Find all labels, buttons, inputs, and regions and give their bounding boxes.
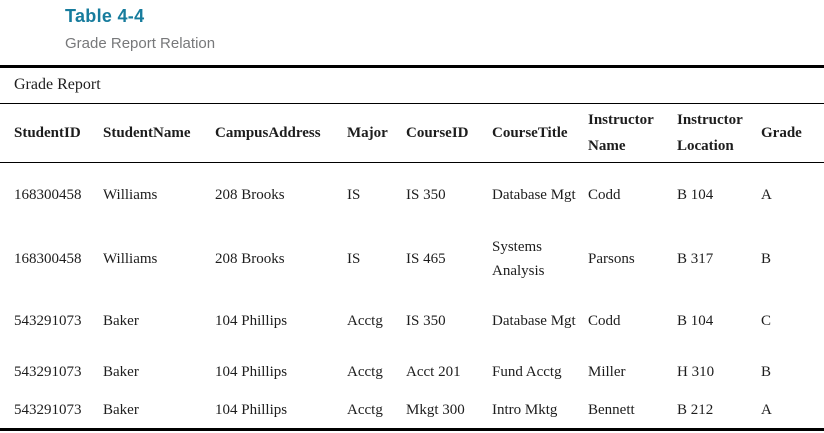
cell-major: Acctg <box>347 313 383 329</box>
cell-courseid: Mkgt 300 <box>406 401 465 418</box>
cell-studentname: Williams <box>103 187 158 204</box>
cell-coursetitle: Systems Analysis <box>492 239 545 279</box>
table-number: Table 4-4 <box>65 6 145 26</box>
cell-coursetitle: Intro Mktg <box>492 401 558 418</box>
cell-studentid: 543291073 <box>14 313 82 329</box>
cell-courseid: IS 350 <box>406 187 446 204</box>
table-row: 543291073 Baker 104 Phillips Acctg IS 35… <box>0 291 824 352</box>
cell-grade: C <box>761 313 772 329</box>
cell-studentname: Williams <box>103 251 158 267</box>
cell-instructor-location: B 104 <box>677 187 714 204</box>
cell-campusaddress: 208 Brooks <box>215 251 285 267</box>
cell-instructor-name: Codd <box>588 187 621 204</box>
table-row: 543291073 Baker 104 Phillips Acctg Acct … <box>0 352 824 392</box>
col-header-studentname: StudentName <box>103 104 215 163</box>
col-header-grade: Grade <box>761 104 824 163</box>
cell-studentid: 168300458 <box>14 251 82 267</box>
cell-campusaddress: 208 Brooks <box>215 187 285 204</box>
cell-instructor-location: H 310 <box>677 363 715 380</box>
table-row: 543291073 Baker 104 Phillips Acctg Mkgt … <box>0 392 824 428</box>
cell-courseid: Acct 201 <box>406 363 461 380</box>
cell-coursetitle: Fund Acctg <box>492 363 562 380</box>
cell-grade: B <box>761 251 772 267</box>
col-header-instructor-location: Instructor Location <box>677 104 761 163</box>
cell-studentname: Baker <box>103 313 139 329</box>
cell-grade: A <box>761 187 772 204</box>
cell-courseid: IS 465 <box>406 251 446 267</box>
col-header-coursetitle: CourseTitle <box>492 104 588 163</box>
cell-major: Acctg <box>347 363 383 380</box>
cell-campusaddress: 104 Phillips <box>215 313 288 329</box>
cell-studentname: Baker <box>103 401 139 418</box>
cell-campusaddress: 104 Phillips <box>215 401 288 418</box>
col-header-campusaddress: CampusAddress <box>215 104 347 163</box>
cell-instructor-location: B 104 <box>677 313 714 329</box>
cell-instructor-location: B 212 <box>677 401 714 418</box>
relation-name: Grade Report <box>0 68 824 104</box>
cell-instructor-name: Codd <box>588 313 621 329</box>
cell-studentid: 543291073 <box>14 401 82 418</box>
col-header-major: Major <box>347 104 406 163</box>
cell-campusaddress: 104 Phillips <box>215 363 288 380</box>
grade-report-relation: Grade Report StudentID StudentName Campu… <box>0 65 824 431</box>
cell-instructor-location: B 317 <box>677 251 714 267</box>
table-title-block: Table 4-4 Grade Report Relation <box>65 6 824 52</box>
col-header-courseid: CourseID <box>406 104 492 163</box>
col-header-instructor-name: Instructor Name <box>588 104 677 163</box>
cell-instructor-name: Bennett <box>588 401 635 418</box>
table-row: 168300458 Williams 208 Brooks IS IS 350 … <box>0 163 824 228</box>
cell-major: IS <box>347 187 361 204</box>
cell-studentid: 168300458 <box>14 187 82 204</box>
cell-major: IS <box>347 251 361 267</box>
grade-report-table: StudentID StudentName CampusAddress Majo… <box>0 104 824 428</box>
table-caption: Grade Report Relation <box>65 35 216 52</box>
cell-instructor-name: Miller <box>588 363 626 380</box>
cell-coursetitle: Database Mgt <box>492 187 576 204</box>
col-header-studentid: StudentID <box>0 104 103 163</box>
cell-coursetitle: Database Mgt <box>492 313 576 329</box>
cell-grade: A <box>761 401 772 418</box>
table-row: 168300458 Williams 208 Brooks IS IS 465 … <box>0 228 824 291</box>
cell-grade: B <box>761 363 772 380</box>
cell-instructor-name: Parsons <box>588 251 635 267</box>
cell-studentname: Baker <box>103 363 139 380</box>
cell-courseid: IS 350 <box>406 313 446 329</box>
cell-studentid: 543291073 <box>14 363 82 380</box>
header-row: StudentID StudentName CampusAddress Majo… <box>0 104 824 163</box>
cell-major: Acctg <box>347 401 383 418</box>
